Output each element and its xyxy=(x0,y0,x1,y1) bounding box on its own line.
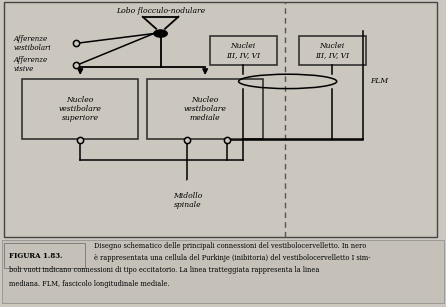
FancyBboxPatch shape xyxy=(147,79,263,139)
Text: FLM: FLM xyxy=(370,77,388,85)
Text: Afferenze
visive: Afferenze visive xyxy=(13,56,48,73)
Text: boli vuoti indicano connessioni di tipo eccitatorio. La linea tratteggiata rappr: boli vuoti indicano connessioni di tipo … xyxy=(9,266,319,274)
Text: Disegno schematico delle principali connessioni del vestibolocervelletto. In ner: Disegno schematico delle principali conn… xyxy=(94,242,366,250)
FancyBboxPatch shape xyxy=(2,240,444,303)
Text: Midollo
spinale: Midollo spinale xyxy=(173,192,202,209)
Text: Lobo flocculo-nodulare: Lobo flocculo-nodulare xyxy=(116,7,205,15)
Text: FIGURA 1.83.: FIGURA 1.83. xyxy=(9,252,62,260)
FancyBboxPatch shape xyxy=(4,243,85,268)
FancyBboxPatch shape xyxy=(210,36,277,65)
FancyBboxPatch shape xyxy=(22,79,138,139)
Text: Afferenze
vestibolari: Afferenze vestibolari xyxy=(13,34,51,52)
FancyBboxPatch shape xyxy=(299,36,366,65)
Text: Nucleo
vestibolare
mediale: Nucleo vestibolare mediale xyxy=(184,96,227,122)
Text: Nucleo
vestibolare
superiore: Nucleo vestibolare superiore xyxy=(59,96,102,122)
Text: è rappresentata una cellula del Purkinje (inibitoria) del vestibolocervelletto I: è rappresentata una cellula del Purkinje… xyxy=(94,254,370,262)
Circle shape xyxy=(154,30,167,37)
Text: mediana. FLM, fascicolo longitudinale mediale.: mediana. FLM, fascicolo longitudinale me… xyxy=(9,280,169,288)
Text: Nuclei
III, IV, VI: Nuclei III, IV, VI xyxy=(315,42,349,59)
FancyBboxPatch shape xyxy=(4,2,437,237)
Polygon shape xyxy=(178,181,196,189)
Text: Nuclei
III, IV, VI: Nuclei III, IV, VI xyxy=(226,42,260,59)
